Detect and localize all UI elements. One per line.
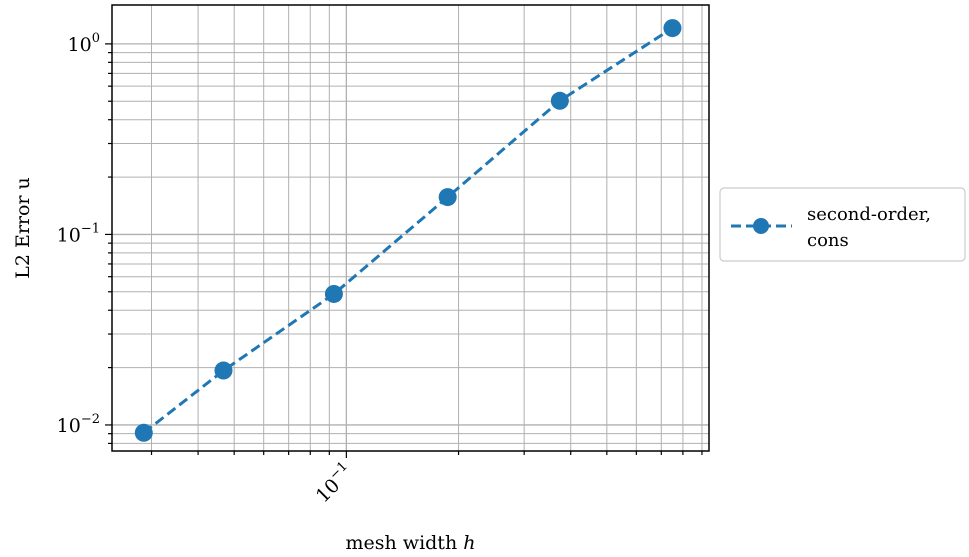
- plot-frame: [111, 4, 710, 452]
- grid: [112, 5, 709, 451]
- data-point: [134, 423, 153, 442]
- series: [134, 19, 682, 442]
- y-tick-label: 10−1: [57, 221, 100, 246]
- legend-entry-label-line-2: cons: [807, 230, 849, 251]
- legend-entry-label-line-1: second-order,: [807, 204, 931, 225]
- data-point: [438, 188, 457, 207]
- data-point: [214, 361, 233, 380]
- y-axis-label: L2 Error u: [12, 177, 34, 279]
- data-point: [550, 91, 569, 110]
- data-point: [324, 284, 343, 303]
- x-tick-label: 10−1: [310, 459, 358, 507]
- x-axis-label: mesh width h: [346, 532, 476, 554]
- y-tick-label: 10−2: [57, 412, 100, 437]
- legend: second-order, cons: [719, 187, 966, 262]
- data-point: [663, 19, 682, 38]
- series-line: [142, 26, 674, 434]
- y-tick-label: 100: [68, 31, 100, 56]
- legend-box: [719, 187, 966, 262]
- legend-marker: [753, 218, 769, 234]
- axis-ticks: 10−2 10−1 100 10−1: [57, 31, 703, 507]
